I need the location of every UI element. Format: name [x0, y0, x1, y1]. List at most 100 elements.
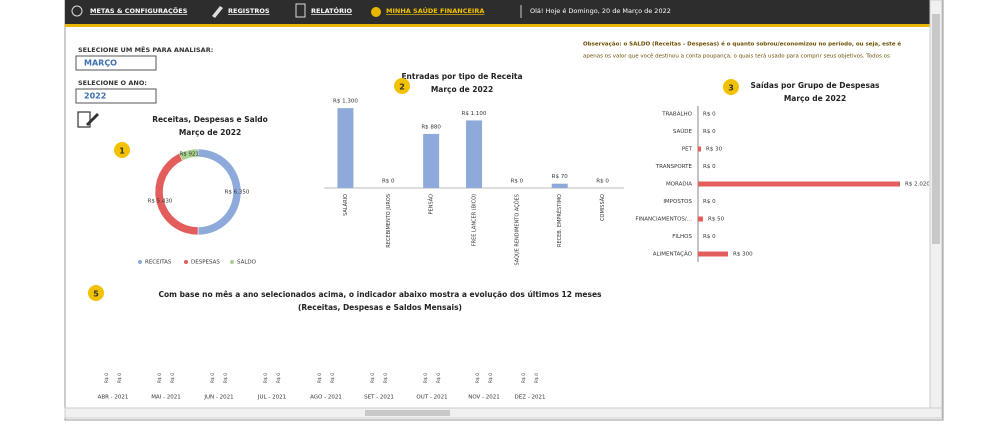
data-label: R$ 5.430 [148, 198, 173, 204]
data-label: R$ 0 [276, 373, 282, 383]
y-tick-label: SAÚDE [673, 128, 693, 135]
horizontal-scrollbar[interactable] [64, 407, 943, 419]
x-tick-label: RECEB. EMPRÉSTIMO [555, 194, 563, 247]
chart-title: Entradas por tipo de Receita [401, 72, 522, 81]
data-label: R$ 0 [511, 179, 524, 185]
data-label: R$ 0 [157, 373, 163, 383]
x-tick-label: COMISSÃO [599, 194, 606, 221]
legend-label: DESPESAS [191, 260, 220, 266]
top-bar-accent [65, 24, 930, 27]
data-label: R$ 0 [488, 373, 494, 383]
section-subtext: (Receitas, Despesas e Saldos Mensais) [298, 303, 462, 312]
menu-icon [371, 7, 381, 17]
menu-icon [71, 5, 83, 17]
legend-marker [184, 260, 188, 264]
data-label: R$ 0 [383, 373, 389, 383]
data-label: R$ 0 [330, 373, 336, 383]
menu-icon [295, 3, 306, 18]
badge [723, 79, 739, 95]
donut-slice [178, 148, 199, 161]
data-label: R$ 2.020 [905, 182, 930, 188]
data-label: R$ 880 [421, 124, 441, 130]
data-label: R$ 6.350 [225, 189, 250, 195]
bar [466, 120, 482, 188]
x-tick-label: OUT - 2021 [416, 395, 447, 401]
data-label: R$ 0 [475, 373, 481, 383]
year-label: SELECIONE O ANO: [78, 79, 147, 87]
data-label: R$ 0 [382, 179, 395, 185]
notepad-icon[interactable] [77, 111, 99, 128]
scroll-thumb[interactable] [365, 410, 450, 416]
x-tick-label: JUN - 2021 [203, 395, 233, 401]
data-label: R$ 0 [117, 373, 123, 383]
menu: METAS & CONFIGURAÇÕES REGISTROS RELATÓRI… [71, 3, 671, 18]
section-text: Com base no mês a ano selecionados acima… [158, 290, 602, 299]
month-select[interactable] [75, 55, 157, 71]
data-label: R$ 0 [703, 129, 716, 135]
y-tick-label: MORADIA [666, 182, 692, 188]
greeting: Olá! Hoje é Domingo, 20 de Março de 2022 [530, 7, 671, 15]
badge-number: 1 [119, 147, 125, 156]
data-label: R$ 0 [534, 373, 540, 383]
data-label: R$ 0 [703, 112, 716, 118]
menu-item[interactable]: METAS & CONFIGURAÇÕES [90, 6, 188, 15]
menu-item[interactable]: RELATÓRIO [311, 6, 352, 15]
x-tick-label: JUL - 2021 [257, 395, 286, 401]
bar [423, 133, 440, 188]
badge [88, 285, 104, 301]
year-select[interactable] [75, 88, 157, 104]
data-label: R$ 0 [210, 373, 216, 383]
data-label: R$ 0 [170, 373, 176, 383]
data-label: R$ 0 [423, 373, 429, 383]
bar [698, 251, 728, 257]
scroll-thumb[interactable] [932, 14, 940, 244]
icon-part [77, 111, 91, 128]
badge-number: 2 [399, 83, 405, 92]
y-tick-label: TRANSPORTE [655, 164, 693, 170]
bar [337, 108, 354, 188]
data-label: R$ 30 [706, 147, 723, 153]
data-label: R$ 0 [703, 234, 716, 240]
data-label: R$ 0 [596, 179, 609, 185]
bar [698, 146, 701, 152]
data-label: R$ 1.300 [333, 99, 358, 105]
x-tick-label: SET - 2021 [364, 395, 394, 401]
x-tick-label: SALÁRIO [342, 194, 349, 216]
y-tick-label: ALIMENTAÇÃO [653, 251, 693, 258]
x-tick-label: PENSÃO [428, 194, 435, 215]
month-value: MARÇO [84, 59, 117, 68]
note-line: Observação: o SALDO (Receitas - Despesas… [583, 41, 901, 48]
note-line: apenas os valor que você destinou a cont… [583, 53, 890, 60]
chart-subtitle: Março de 2022 [179, 128, 241, 137]
legend-label: SALDO [237, 260, 257, 266]
chart-title: Receitas, Despesas e Saldo [152, 115, 268, 124]
menu-item[interactable]: REGISTROS [228, 7, 270, 15]
x-tick-label: MAI - 2021 [151, 395, 181, 401]
data-label: R$ 0 [436, 373, 442, 383]
month-label: SELECIONE UM MÊS PARA ANALISAR: [78, 45, 213, 54]
data-label: R$ 0 [521, 373, 527, 383]
y-tick-label: FINANCIAMENTOS/... [635, 217, 692, 223]
data-label: R$ 70 [552, 174, 569, 180]
legend-label: RECEITAS [145, 260, 172, 266]
bar [698, 181, 900, 187]
bar [551, 183, 568, 188]
data-label: R$ 1.100 [462, 111, 487, 117]
x-tick-label: FREE LANCER (BICO) [472, 194, 478, 246]
data-label: R$ 0 [317, 373, 323, 383]
x-tick-label: AGO - 2021 [310, 395, 342, 401]
menu-icon [212, 6, 223, 18]
legend-marker [230, 260, 234, 264]
data-label: R$ 0 [370, 373, 376, 383]
menu-item[interactable]: MINHA SAÚDE FINANCEIRA [386, 6, 484, 15]
top-bar [65, 0, 930, 24]
data-label: R$ 0 [703, 164, 716, 170]
y-tick-label: FILHOS [672, 234, 692, 240]
year-value: 2022 [84, 92, 106, 101]
y-tick-label: PET [682, 147, 693, 153]
data-label: R$ 0 [703, 199, 716, 205]
icon-part [86, 113, 99, 126]
legend-marker [138, 260, 142, 264]
